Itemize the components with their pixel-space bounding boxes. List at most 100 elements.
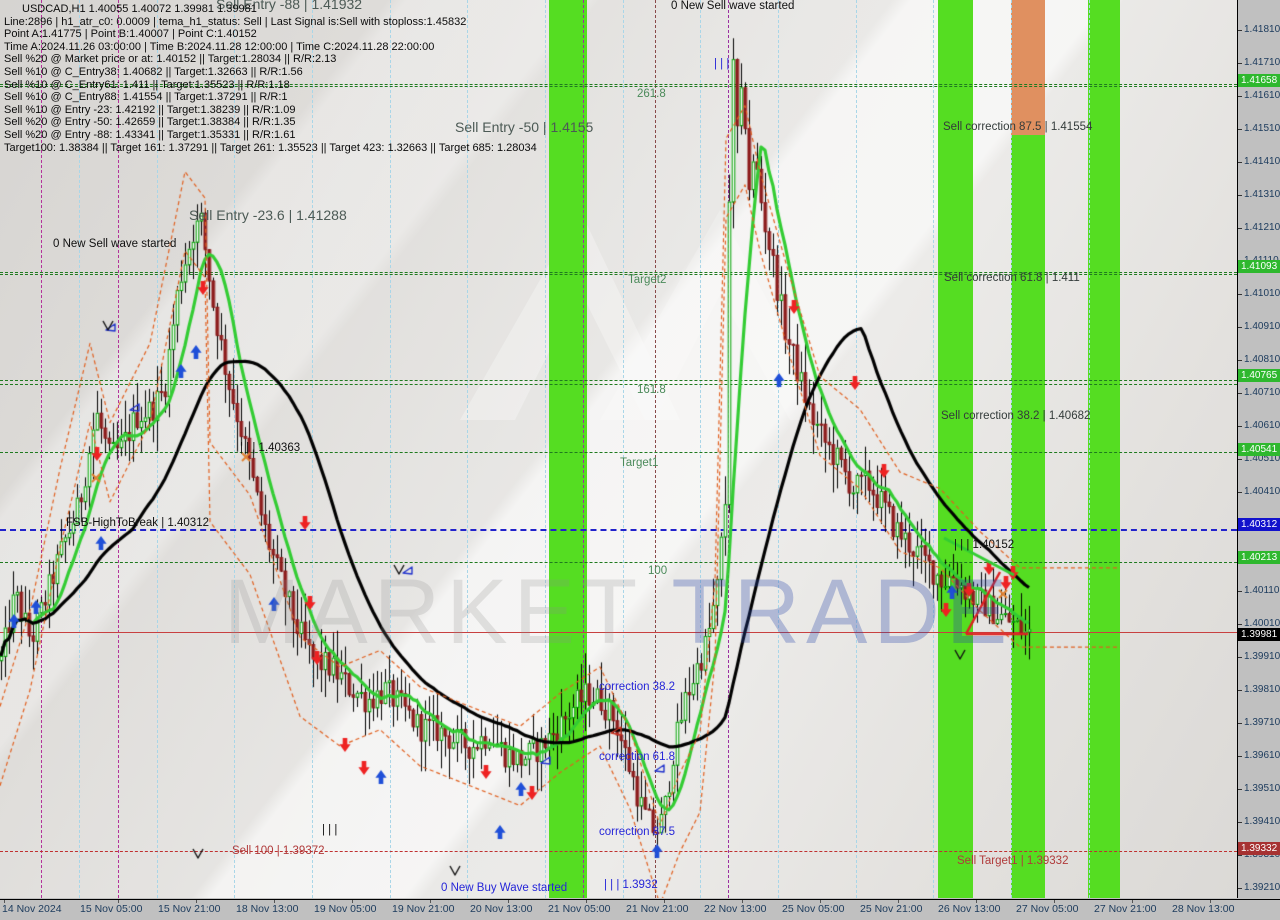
- annotation-tick-marks-left: | | |: [322, 824, 338, 836]
- price-badge: 1.40213: [1238, 551, 1280, 564]
- time-tick-mark: [508, 900, 509, 903]
- annotation-level-140363: | | | 1.40363: [240, 442, 301, 454]
- time-tick: 18 Nov 13:00: [236, 903, 299, 915]
- annotation-fib-target2: Target2: [628, 274, 667, 286]
- price-tick: 1.41310: [1238, 189, 1280, 201]
- price-tick: 1.39610: [1238, 750, 1280, 762]
- annotation-sell-target1: Sell Target1 | 1.39332: [957, 855, 1069, 867]
- time-tick-mark: [352, 900, 353, 903]
- annotation-fib-target1: Target1: [620, 457, 659, 469]
- annotation-new-buy-wave: 0 New Buy Wave started: [441, 882, 568, 894]
- price-badge: 1.41658: [1238, 74, 1280, 87]
- annotation-fib-100: 100: [648, 565, 668, 577]
- time-tick-mark: [664, 900, 665, 903]
- info-line: Target100: 1.38384 || Target 161: 1.3729…: [4, 141, 537, 154]
- time-tick: 27 Nov 05:00: [1016, 903, 1079, 915]
- price-tick: 1.41410: [1238, 156, 1280, 168]
- annotation-sell-correction-875: Sell correction 87.5 | 1.41554: [943, 121, 1093, 133]
- info-line: Sell %20 @ Entry -88: 1.43341 || Target:…: [4, 128, 296, 141]
- annotation-sell-entry-50: Sell Entry -50 | 1.4155: [455, 119, 594, 135]
- price-tick: 1.41610: [1238, 90, 1280, 102]
- time-tick: 27 Nov 21:00: [1094, 903, 1157, 915]
- time-tick-mark: [4, 900, 5, 903]
- annotation-level-13932: | | | 1.3932: [604, 879, 658, 891]
- info-panel: USDCAD,H1 1.40055 1.40072 1.39981 1.3998…: [4, 3, 537, 154]
- time-tick: 14 Nov 2024: [2, 903, 62, 915]
- price-series-canvas: [0, 0, 1237, 898]
- annotation-sell-correction-382: Sell correction 38.2 | 1.40682: [941, 410, 1091, 422]
- price-tick: 1.39210: [1238, 882, 1280, 894]
- time-tick: 22 Nov 13:00: [704, 903, 767, 915]
- time-tick-mark: [1054, 900, 1055, 903]
- time-tick: 25 Nov 05:00: [782, 903, 845, 915]
- price-tick: 1.39910: [1238, 651, 1280, 663]
- info-line: Sell %10 @ C_Entry88: 1.41554 || Target:…: [4, 91, 288, 104]
- time-tick-mark: [976, 900, 977, 903]
- time-tick-mark: [118, 900, 119, 903]
- time-tick: 19 Nov 05:00: [314, 903, 377, 915]
- info-line: Sell %10 @ C_Entry38: 1.40682 || Target:…: [4, 65, 303, 78]
- price-badge: 1.40765: [1238, 369, 1280, 382]
- price-badge: 1.39981: [1238, 628, 1280, 641]
- time-tick-mark: [898, 900, 899, 903]
- price-badge: 1.41093: [1238, 260, 1280, 273]
- time-tick-mark: [430, 900, 431, 903]
- time-tick: 26 Nov 13:00: [938, 903, 1001, 915]
- price-scale[interactable]: 1.41810 1.41710 1.41610 1.41510 1.41410 1.413…: [1238, 0, 1280, 898]
- annotation-tick-marks-top: | | |: [714, 58, 730, 70]
- time-tick-mark: [1132, 900, 1133, 903]
- price-tick: 1.41010: [1238, 288, 1280, 300]
- annotation-sell-entry-236: Sell Entry -23.6 | 1.41288: [189, 207, 347, 223]
- time-tick: 20 Nov 13:00: [470, 903, 533, 915]
- time-tick: 19 Nov 21:00: [392, 903, 455, 915]
- time-scale[interactable]: 14 Nov 2024 15 Nov 05:00 15 Nov 21:00 18 No…: [0, 899, 1280, 920]
- price-tick: 1.39810: [1238, 684, 1280, 696]
- info-line: Sell %20 @ Market price or at: 1.40152 |…: [4, 53, 337, 66]
- time-tick: 21 Nov 05:00: [548, 903, 611, 915]
- price-tick: 1.41210: [1238, 222, 1280, 234]
- time-tick-mark: [586, 900, 587, 903]
- annotation-correction-382: correction 38.2: [599, 681, 676, 693]
- chart-plot-area[interactable]: MARKET TRADE Sell Entry -88 | 1.41932 Se…: [0, 0, 1238, 898]
- price-tick: 1.41810: [1238, 24, 1280, 36]
- annotation-fsb-high-to-break: FSB-HighToBreak | 1.40312: [66, 517, 209, 529]
- time-tick-mark: [196, 900, 197, 903]
- price-tick: 1.40510: [1238, 453, 1280, 465]
- price-tick: 1.39410: [1238, 816, 1280, 828]
- time-tick: 28 Nov 13:00: [1172, 903, 1235, 915]
- annotation-fib-161: 161.8: [637, 384, 666, 396]
- price-tick: 1.39710: [1238, 717, 1280, 729]
- info-line: Sell %10 @ Entry -23: 1.42192 || Target:…: [4, 103, 296, 116]
- time-tick: 21 Nov 21:00: [626, 903, 689, 915]
- price-tick: 1.40010: [1238, 618, 1280, 630]
- annotation-sell-100: Sell 100 | 1.39372: [232, 845, 325, 857]
- price-tick: 1.40810: [1238, 354, 1280, 366]
- annotation-new-sell-wave-mid: 0 New Sell wave started: [671, 0, 795, 12]
- annotation-sell-correction-618: Sell correction 61.8 | 1.411: [944, 272, 1080, 284]
- time-tick: 15 Nov 05:00: [80, 903, 143, 915]
- annotation-correction-875: correction 87.5: [599, 826, 676, 838]
- annotation-new-sell-wave-left: 0 New Sell wave started: [53, 238, 177, 250]
- price-badge: 1.40541: [1238, 443, 1280, 456]
- annotation-level-140152: | | | 1.40152: [954, 539, 1015, 551]
- price-tick: 1.40610: [1238, 420, 1280, 432]
- info-line: Point A:1.41775 | Point B:1.40007 | Poin…: [4, 28, 257, 41]
- price-tick: 1.40910: [1238, 321, 1280, 333]
- price-tick: 1.41710: [1238, 57, 1280, 69]
- time-tick-mark: [820, 900, 821, 903]
- annotation-correction-618: correction 61.8: [599, 751, 676, 763]
- info-line: Sell %10 @ C_Entry61: 1.411 || Target:1.…: [4, 78, 290, 91]
- price-tick: 1.39510: [1238, 783, 1280, 795]
- info-line: Sell %20 @ Entry -50: 1.42659 || Target:…: [4, 116, 296, 129]
- info-line: Time A:2024.11.26 03:00:00 | Time B:2024…: [4, 40, 435, 53]
- annotation-fib-261: 261.8: [637, 88, 666, 100]
- info-symbol-line: USDCAD,H1 1.40055 1.40072 1.39981 1.3998…: [22, 3, 257, 15]
- price-badge: 1.40312: [1238, 518, 1280, 531]
- time-tick: 25 Nov 21:00: [860, 903, 923, 915]
- time-tick-mark: [1210, 900, 1211, 903]
- price-tick: 1.40410: [1238, 486, 1280, 498]
- price-badge: 1.39332: [1238, 842, 1280, 855]
- info-line: Line:2896 | h1_atr_c0: 0.0009 | tema_h1_…: [4, 15, 467, 28]
- annotation-sell-entry-88: Sell Entry -88 | 1.41932: [216, 0, 363, 12]
